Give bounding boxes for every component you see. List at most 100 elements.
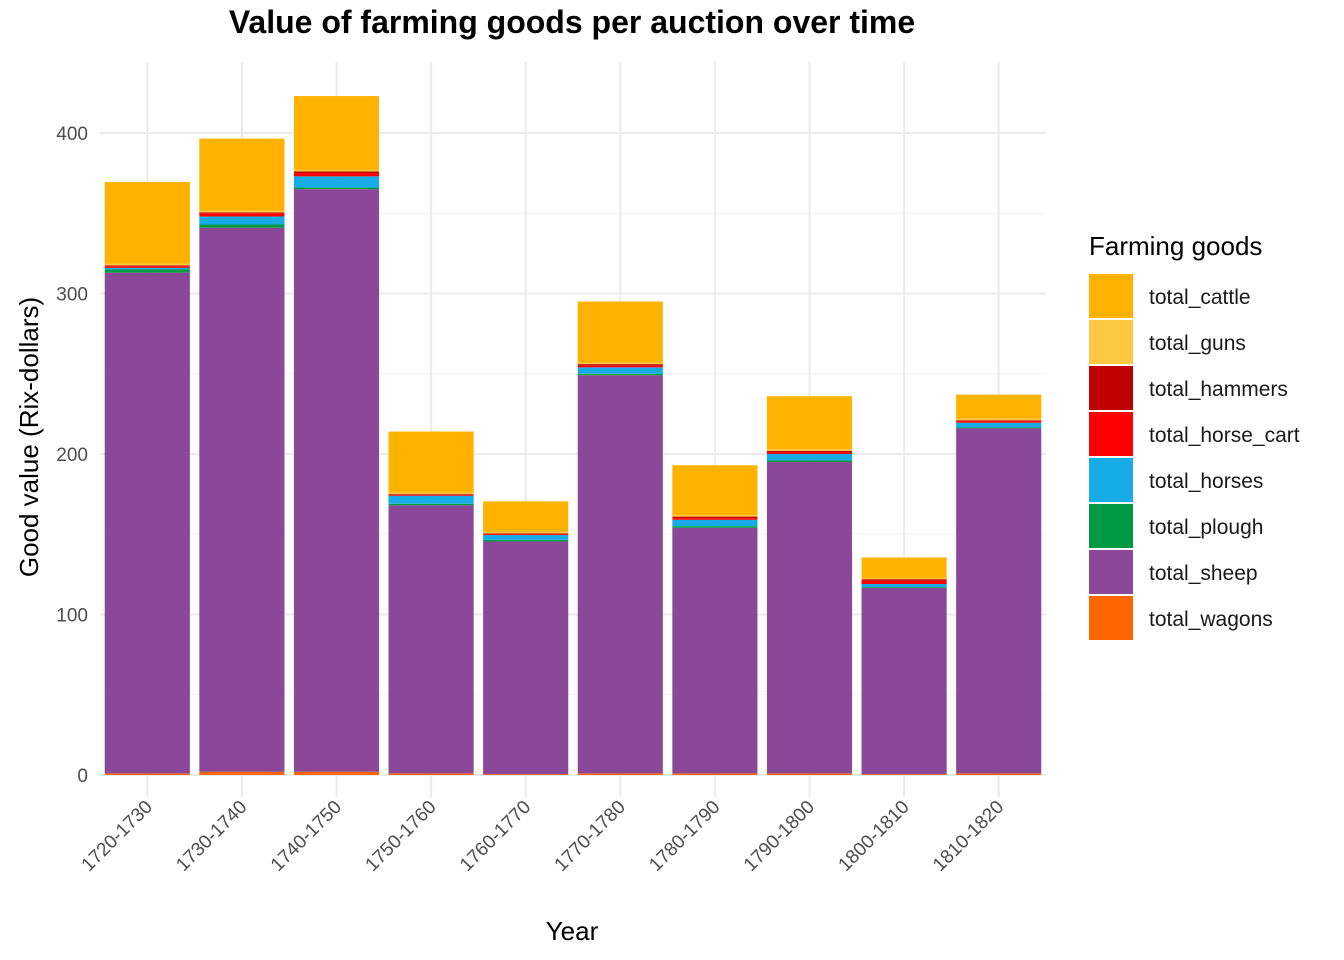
bar-segment-total-hammers bbox=[956, 420, 1042, 422]
bar-segment-total-guns bbox=[293, 169, 380, 172]
bar-segment-total-cattle bbox=[483, 501, 569, 532]
y-tick-label: 200 bbox=[56, 445, 88, 466]
bar-segment-total-plough bbox=[577, 373, 663, 376]
legend: total_cattle total_guns total_hammerstotal… bbox=[1089, 274, 1300, 640]
bar-segment-total-cattle bbox=[672, 465, 758, 515]
bar-segment-total-plough bbox=[766, 460, 853, 463]
bar-segment-total-hammers bbox=[293, 171, 380, 174]
bar-segment-total-plough bbox=[199, 224, 285, 228]
bar-segment-total-hammers bbox=[766, 450, 853, 453]
bar-segment-total-cattle bbox=[388, 431, 474, 493]
bar-segment-total-plough bbox=[388, 503, 474, 506]
x-tick-label: 1730-1740 bbox=[172, 797, 251, 876]
bar-segment-total-plough bbox=[672, 526, 758, 528]
bar-segment-total-horses bbox=[293, 176, 380, 188]
bar-segment-total-wagons bbox=[861, 774, 947, 775]
bar-segment-total-hammers bbox=[861, 579, 947, 581]
x-tick-label: 1720-1730 bbox=[78, 797, 157, 876]
bar-segment-total-horse-cart bbox=[577, 365, 663, 368]
legend-label: total_guns bbox=[1149, 332, 1246, 355]
bar-segment-total-horse-cart bbox=[766, 452, 853, 454]
legend-label: total_sheep bbox=[1149, 562, 1258, 585]
legend-swatch-total-guns bbox=[1089, 320, 1133, 364]
x-tick-label: 1790-1800 bbox=[740, 797, 819, 876]
bar-segment-total-sheep bbox=[956, 428, 1042, 774]
bar-segment-total-sheep bbox=[199, 227, 285, 772]
x-tick-label: 1740-1750 bbox=[267, 797, 346, 876]
bar-segment-total-horses bbox=[577, 367, 663, 374]
bar-segment-total-cattle bbox=[577, 301, 663, 363]
bar-segment-total-horses bbox=[672, 519, 758, 527]
bar-segment-total-sheep bbox=[577, 375, 663, 774]
bar-segment-total-guns bbox=[766, 449, 853, 451]
bars bbox=[104, 96, 1042, 775]
bar-segment-total-guns bbox=[861, 578, 947, 580]
bar-segment-total-wagons bbox=[766, 773, 853, 775]
bar-segment-total-horses bbox=[388, 495, 474, 504]
legend-label: total_horse_cart bbox=[1149, 424, 1300, 447]
bar-segment-total-wagons bbox=[199, 771, 285, 775]
legend-swatch-total-horse-cart bbox=[1089, 412, 1133, 456]
bar-segment-total-horse-cart bbox=[483, 534, 569, 536]
bar-segment-total-horse-cart bbox=[104, 266, 190, 268]
bar-segment-total-wagons bbox=[293, 771, 380, 775]
legend-label: total_plough bbox=[1149, 516, 1263, 539]
bar-segment-total-wagons bbox=[577, 773, 663, 775]
chart-title: Value of farming goods per auction over … bbox=[229, 4, 915, 40]
bar-segment-total-wagons bbox=[483, 774, 569, 775]
x-tick-label: 1780-1790 bbox=[645, 797, 724, 876]
y-axis-title: Good value (Rix-dollars) bbox=[14, 297, 44, 577]
legend-swatch-total-sheep bbox=[1089, 550, 1133, 594]
legend-label: total_wagons bbox=[1149, 608, 1273, 631]
bar-segment-total-sheep bbox=[483, 541, 569, 775]
x-axis-ticks: 1720-1730 1730-1740 1740-1750 1750-1760 1760… bbox=[78, 797, 1009, 876]
bar-segment-total-hammers bbox=[104, 265, 190, 267]
bar-segment-total-cattle bbox=[104, 181, 190, 264]
bar-segment-total-horse-cart bbox=[388, 494, 474, 496]
y-tick-label: 100 bbox=[56, 606, 88, 627]
legend-title: Farming goods bbox=[1089, 231, 1262, 261]
bar-segment-total-horses bbox=[766, 454, 853, 461]
bar-segment-total-cattle bbox=[199, 138, 285, 211]
bar-segment-total-plough bbox=[956, 427, 1042, 429]
bar-segment-total-guns bbox=[956, 418, 1042, 421]
x-axis-title: Year bbox=[546, 916, 599, 946]
bar-segment-total-horse-cart bbox=[672, 518, 758, 520]
bar-segment-total-hammers bbox=[577, 364, 663, 366]
bar-segment-total-guns bbox=[104, 263, 190, 266]
bar-segment-total-sheep bbox=[766, 462, 853, 774]
bar-segment-total-plough bbox=[104, 269, 190, 273]
legend-swatch-total-plough bbox=[1089, 504, 1133, 548]
legend-label: total_horses bbox=[1149, 470, 1263, 493]
x-tick-label: 1770-1780 bbox=[551, 797, 630, 876]
x-tick-label: 1750-1760 bbox=[362, 797, 441, 876]
legend-swatch-total-hammers bbox=[1089, 366, 1133, 410]
bar-segment-total-plough bbox=[483, 539, 569, 542]
bar-segment-total-cattle bbox=[766, 396, 853, 450]
bar-segment-total-guns bbox=[199, 210, 285, 213]
bar-segment-total-horse-cart bbox=[861, 580, 947, 585]
bar-segment-total-guns bbox=[672, 514, 758, 517]
y-tick-label: 400 bbox=[56, 124, 88, 145]
y-tick-label: 0 bbox=[77, 766, 88, 787]
y-tick-label: 300 bbox=[56, 285, 88, 306]
bar-segment-total-plough bbox=[293, 187, 380, 190]
bar-segment-total-horse-cart bbox=[293, 173, 380, 177]
bar-segment-total-sheep bbox=[104, 272, 190, 774]
bar-segment-total-guns bbox=[577, 362, 663, 365]
bar-segment-total-hammers bbox=[672, 516, 758, 519]
bar-segment-total-horse-cart bbox=[199, 213, 285, 217]
bar-segment-total-guns bbox=[388, 492, 474, 495]
bar-segment-total-cattle bbox=[956, 394, 1042, 419]
bar-segment-total-wagons bbox=[104, 773, 190, 775]
bar-segment-total-cattle bbox=[293, 96, 380, 170]
bar-segment-total-sheep bbox=[672, 527, 758, 774]
legend-swatch-total-cattle bbox=[1089, 274, 1133, 318]
bar-segment-total-horses bbox=[199, 216, 285, 225]
y-axis-ticks: 0 100 200 300 400 bbox=[56, 124, 88, 787]
bar-segment-total-horses bbox=[861, 584, 947, 588]
bar-segment-total-cattle bbox=[861, 557, 947, 579]
bar-segment-total-sheep bbox=[861, 588, 947, 775]
x-tick-label: 1810-1820 bbox=[929, 797, 1008, 876]
